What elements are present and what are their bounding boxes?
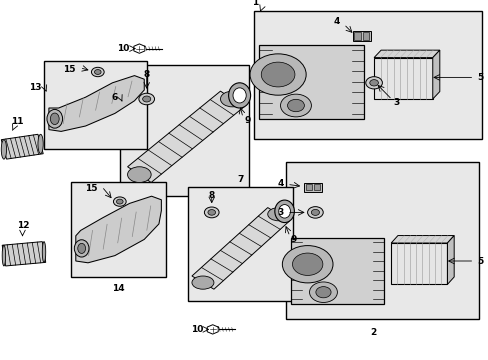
Text: 11: 11 [11,117,24,126]
Text: 2: 2 [369,328,375,337]
Circle shape [280,94,311,117]
Ellipse shape [2,245,6,266]
Text: 5: 5 [476,73,482,82]
Circle shape [204,207,219,218]
Bar [290,238,383,304]
Circle shape [315,287,330,298]
Polygon shape [49,76,144,131]
Text: 5: 5 [476,256,482,265]
Polygon shape [447,235,453,284]
Circle shape [113,197,126,206]
Ellipse shape [78,243,85,253]
Ellipse shape [274,200,294,222]
Polygon shape [192,208,289,289]
Bar [305,184,311,190]
Text: 15: 15 [85,184,98,193]
Circle shape [292,253,322,275]
Bar [259,45,364,119]
Text: 15: 15 [63,65,76,74]
Text: 14: 14 [112,284,124,293]
Bar [120,65,249,196]
Bar [352,31,370,41]
Polygon shape [373,50,439,58]
Text: 8: 8 [143,70,149,79]
Polygon shape [432,50,439,99]
Circle shape [207,210,215,215]
Text: 3: 3 [393,98,399,107]
Circle shape [287,99,304,112]
Polygon shape [1,134,43,159]
Bar [285,162,478,319]
Ellipse shape [38,134,43,154]
Ellipse shape [74,240,89,257]
Circle shape [282,246,332,283]
Text: 12: 12 [17,221,30,230]
Circle shape [369,80,378,86]
Text: 9: 9 [290,235,297,244]
Polygon shape [127,91,244,183]
Ellipse shape [50,113,59,125]
Text: 10: 10 [190,325,203,334]
Bar [362,32,368,40]
Text: 4: 4 [277,179,283,188]
Circle shape [142,96,150,102]
Circle shape [307,207,323,218]
Ellipse shape [278,204,290,218]
Ellipse shape [47,109,62,128]
Ellipse shape [192,276,213,289]
Text: 10: 10 [117,44,129,53]
Text: 1: 1 [251,0,258,7]
Polygon shape [2,242,46,266]
Bar [354,32,360,40]
Circle shape [139,93,154,105]
Ellipse shape [127,167,151,183]
Text: 7: 7 [237,175,244,184]
Circle shape [365,77,382,89]
Circle shape [261,62,294,87]
Ellipse shape [228,83,250,108]
Text: 9: 9 [244,116,250,125]
Ellipse shape [220,91,244,107]
Bar [313,184,320,190]
Polygon shape [76,196,161,263]
Bar [373,58,432,99]
Circle shape [311,210,319,215]
Circle shape [309,282,337,302]
Ellipse shape [1,140,6,159]
Circle shape [91,67,104,77]
Circle shape [94,69,101,75]
Bar [44,61,146,149]
Text: 4: 4 [333,17,339,26]
Circle shape [116,199,123,204]
Ellipse shape [267,208,289,221]
Bar [390,243,447,284]
Ellipse shape [232,88,245,103]
Text: 6: 6 [111,93,117,102]
Bar [71,182,166,277]
Text: 8: 8 [208,191,214,200]
Ellipse shape [42,242,46,262]
Bar [188,187,293,301]
Text: 3: 3 [277,208,283,217]
Bar [303,183,322,192]
Text: 13: 13 [29,83,41,92]
Polygon shape [390,235,453,243]
Circle shape [249,54,305,95]
Bar [254,11,481,139]
